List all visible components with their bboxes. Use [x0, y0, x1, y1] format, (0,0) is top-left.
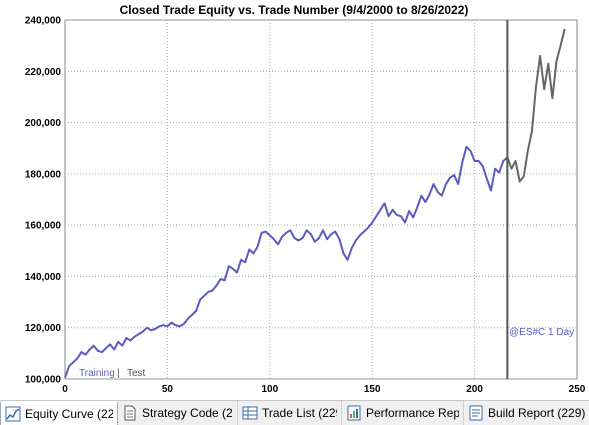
tab-label: Equity Curve (229) [25, 407, 113, 421]
tab-label: Trade List (229) [262, 406, 337, 420]
table-icon [242, 405, 258, 421]
build-report-icon [468, 405, 484, 421]
chart-title: Closed Trade Equity vs. Trade Number (9/… [120, 3, 469, 17]
x-tick-label: 0 [62, 384, 68, 395]
training-test-separator: | [117, 368, 120, 379]
y-tick-label: 240,000 [25, 16, 62, 27]
training-label: Training [79, 368, 115, 379]
tab-performance-report[interactable]: Performance Rep... [342, 401, 464, 425]
y-tick-label: 180,000 [25, 169, 62, 180]
tab-trade-list[interactable]: Trade List (229) [238, 401, 342, 425]
test-label: Test [127, 368, 146, 379]
tab-label: Strategy Code (2... [142, 406, 233, 420]
y-tick-label: 100,000 [25, 375, 62, 386]
x-tick-label: 50 [162, 384, 174, 395]
y-tick-label: 120,000 [25, 323, 62, 334]
series-line-test [506, 28, 566, 183]
x-tick-label: 200 [466, 384, 483, 395]
tab-strategy-code[interactable]: Strategy Code (2... [118, 401, 238, 425]
equity-chart: Closed Trade Equity vs. Trade Number (9/… [24, 3, 586, 395]
x-tick-label: 250 [569, 384, 586, 395]
tab-build-report[interactable]: Build Report (229) [464, 401, 589, 425]
equity-curve-icon [5, 406, 21, 422]
symbol-label: @ES#C 1 Day [509, 327, 574, 338]
x-tick-label: 150 [364, 384, 381, 395]
document-icon [122, 405, 138, 421]
y-tick-label: 220,000 [25, 67, 62, 78]
tab-equity-curve[interactable]: Equity Curve (229) [0, 401, 118, 425]
plot-area [64, 19, 578, 380]
tab-label: Build Report (229) [488, 406, 585, 420]
y-tick-label: 140,000 [25, 272, 62, 283]
tab-label: Performance Rep... [366, 406, 459, 420]
y-tick-label: 160,000 [25, 221, 62, 232]
y-tick-label: 200,000 [25, 118, 62, 129]
x-tick-label: 100 [261, 384, 278, 395]
performance-report-icon [346, 405, 362, 421]
equity-chart-svg: Closed Trade Equity vs. Trade Number (9/… [25, 3, 586, 395]
series-line-training [64, 145, 509, 379]
report-tab-bar: Equity Curve (229) Strategy Code (2... T… [0, 400, 589, 425]
